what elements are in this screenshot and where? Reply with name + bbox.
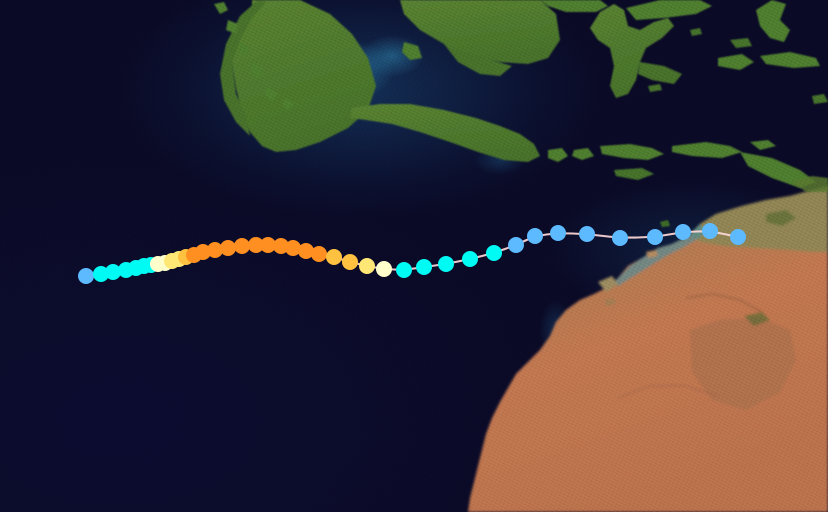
land-borneo-ne — [540, 0, 608, 12]
track-point-c1-26[interactable] — [376, 261, 392, 277]
land-mentawai-3 — [238, 42, 250, 58]
land-small-island-1 — [690, 28, 702, 36]
track-point-c4-16[interactable] — [234, 238, 250, 254]
land-mentawai-4 — [250, 62, 264, 80]
track-point-td-37[interactable] — [647, 229, 663, 245]
track-point-td-39[interactable] — [702, 223, 718, 239]
track-point-ts-30[interactable] — [462, 251, 478, 267]
track-point-c4-15[interactable] — [220, 240, 236, 256]
track-point-c3-24[interactable] — [342, 254, 358, 270]
track-point-c4-22[interactable] — [311, 246, 327, 262]
track-point-td-34[interactable] — [550, 225, 566, 241]
land-sumbawa — [600, 144, 664, 160]
land-sumatra — [232, 0, 376, 152]
track-point-ts-29[interactable] — [438, 256, 454, 272]
land-sumba — [614, 168, 654, 180]
land-lombok — [572, 148, 594, 160]
track-point-ts-2[interactable] — [105, 264, 121, 280]
track-point-c4-13[interactable] — [195, 244, 211, 260]
track-point-c4-18[interactable] — [260, 237, 276, 253]
track-point-td-38[interactable] — [675, 224, 691, 240]
land-australia-river-2 — [617, 384, 717, 400]
land-borneo-south — [444, 44, 512, 76]
track-point-td-35[interactable] — [579, 226, 595, 242]
track-point-c2-25[interactable] — [359, 258, 375, 274]
land-seram — [760, 52, 820, 68]
land-australia-interior-dark — [690, 318, 796, 410]
track-point-td-32[interactable] — [508, 237, 524, 253]
land-obi — [730, 38, 752, 48]
track-point-td-36[interactable] — [612, 230, 628, 246]
land-buru — [718, 54, 754, 70]
land-small-island-3 — [812, 94, 828, 104]
land-australia-top-right-green — [792, 176, 828, 192]
track-point-c4-19[interactable] — [273, 238, 289, 254]
land-sulawesi-ne-arm — [626, 0, 712, 20]
track-point-ts-28[interactable] — [416, 259, 432, 275]
track-point-ts-31[interactable] — [486, 245, 502, 261]
land-enggano — [282, 98, 294, 110]
land-northwest-australia — [468, 186, 828, 512]
track-point-td-33[interactable] — [527, 228, 543, 244]
land-australia-inland-green-2 — [744, 312, 770, 326]
track-point-td-0[interactable] — [78, 268, 94, 284]
storm-track-points[interactable] — [78, 223, 746, 284]
land-small-island-2 — [648, 84, 662, 92]
land-australia-islands — [646, 250, 658, 258]
land-australia-river-1 — [685, 292, 763, 314]
land-java — [350, 104, 540, 162]
land-halmahera — [756, 0, 790, 42]
track-point-c3-23[interactable] — [326, 249, 342, 265]
land-borneo — [400, 0, 560, 64]
track-point-c4-17[interactable] — [248, 237, 264, 253]
land-alor — [750, 140, 776, 150]
land-timor — [740, 152, 816, 188]
track-point-c4-21[interactable] — [298, 243, 314, 259]
track-point-c4-14[interactable] — [207, 242, 223, 258]
land-mentawai-1 — [214, 2, 228, 14]
land-flores — [672, 142, 742, 158]
land-sumatra-west-coast — [220, 0, 266, 136]
track-point-td-40[interactable] — [730, 229, 746, 245]
land-mentawai-5 — [264, 86, 278, 102]
track-point-ts-1[interactable] — [93, 266, 109, 282]
land-australia-small-isle-1 — [604, 298, 616, 306]
land-australia-cape — [598, 276, 618, 292]
land-bangka — [402, 42, 422, 60]
land-mentawai-2 — [226, 20, 238, 34]
track-point-ts-27[interactable] — [396, 262, 412, 278]
land-sulawesi-se-arm — [638, 62, 682, 84]
land-australia-kimberley-tan — [690, 186, 828, 252]
land-bali — [548, 148, 568, 162]
track-point-c4-20[interactable] — [285, 240, 301, 256]
land-sulawesi — [590, 4, 674, 98]
land-australia-inland-green — [766, 210, 796, 226]
land-small-island-4 — [660, 220, 670, 227]
